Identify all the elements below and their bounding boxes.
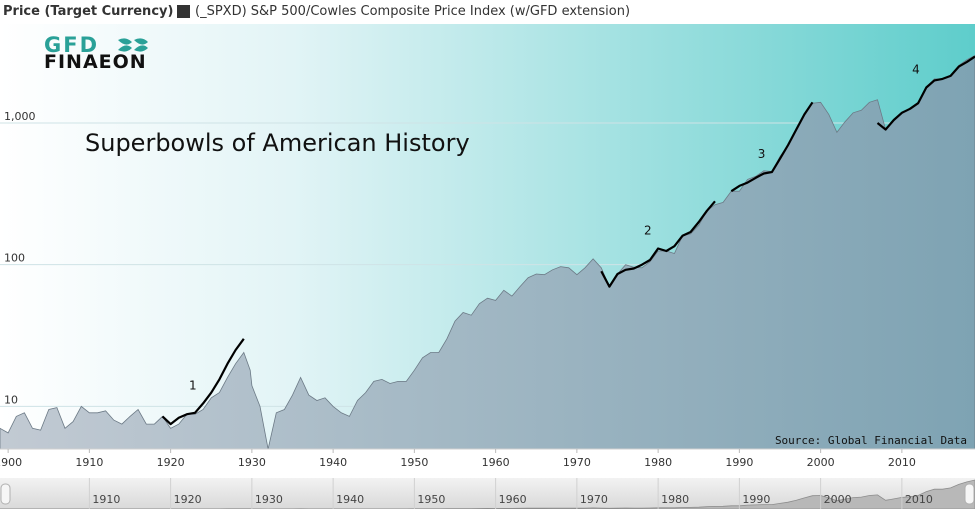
highlight-line-3 bbox=[730, 101, 814, 193]
navigator-tick-label: 1940 bbox=[336, 493, 364, 506]
price-area bbox=[0, 54, 975, 450]
navigator-tick-label: 1950 bbox=[417, 493, 445, 506]
x-tick-label: 2000 bbox=[807, 456, 835, 469]
logo-leaf-icon bbox=[118, 38, 148, 52]
x-tick-labels: 1900 1910 1920 1930 1940 1950 1960 1970 1980 1990… bbox=[0, 449, 916, 469]
navigator-tick-label: 1980 bbox=[661, 493, 689, 506]
highlight-label-4: 4 bbox=[912, 63, 920, 77]
navigator-tick-label: 1920 bbox=[174, 493, 202, 506]
highlight-line-1 bbox=[161, 338, 245, 426]
highlight-labels: 1 2 3 4 bbox=[189, 63, 920, 393]
navigator-tick-label: 1910 bbox=[92, 493, 120, 506]
navigator-tick-label: 2000 bbox=[824, 493, 852, 506]
logo-line1: GFD bbox=[44, 33, 99, 57]
y-tick-labels: 10 100 1,000 bbox=[4, 110, 36, 406]
x-tick-label: 1980 bbox=[644, 456, 672, 469]
logo-line2: FINAEON bbox=[44, 51, 147, 73]
x-tick-label: 1900 bbox=[0, 456, 22, 469]
x-tick-label: 1940 bbox=[319, 456, 347, 469]
highlight-label-3: 3 bbox=[758, 147, 766, 161]
x-tick-label: 1960 bbox=[482, 456, 510, 469]
navigator-tick-label: 1930 bbox=[255, 493, 283, 506]
x-tick-label: 1970 bbox=[563, 456, 591, 469]
chart-header: Price (Target Currency) (_SPXD) S&P 500/… bbox=[0, 0, 975, 24]
x-tick-label: 1910 bbox=[75, 456, 103, 469]
x-tick-label: 2010 bbox=[888, 456, 916, 469]
navigator-tick-label: 1970 bbox=[580, 493, 608, 506]
legend-series-label[interactable]: (_SPXD) S&P 500/Cowles Composite Price I… bbox=[195, 4, 631, 19]
highlight-label-1: 1 bbox=[189, 378, 197, 392]
navigator-tick-label: 1960 bbox=[499, 493, 527, 506]
navigator-tick-labels: 1910 1920 1930 1940 1950 1960 1970 1980 1990 2000… bbox=[88, 478, 933, 509]
x-tick-label: 1990 bbox=[725, 456, 753, 469]
x-tick-label: 1950 bbox=[400, 456, 428, 469]
navigator-handle-right[interactable] bbox=[964, 483, 975, 505]
highlight-line-4 bbox=[876, 55, 975, 131]
y-tick-label: 10 bbox=[4, 393, 18, 406]
highlight-label-2: 2 bbox=[644, 224, 652, 238]
x-tick-label: 1920 bbox=[157, 456, 185, 469]
legend-swatch[interactable] bbox=[177, 5, 190, 18]
navigator-tick-label: 2010 bbox=[905, 493, 933, 506]
highlight-line-2 bbox=[600, 200, 716, 288]
x-axis-band bbox=[0, 449, 975, 474]
source-note: Source: Global Financial Data bbox=[775, 434, 967, 447]
y-tick-label: 100 bbox=[4, 252, 25, 265]
highlight-segments bbox=[161, 55, 975, 426]
navigator-tick-label: 1990 bbox=[742, 493, 770, 506]
y-axis-title: Price (Target Currency) bbox=[3, 4, 174, 19]
chart-title: Superbowls of American History bbox=[85, 129, 470, 157]
navigator-handle-left[interactable] bbox=[0, 483, 11, 505]
y-tick-label: 1,000 bbox=[4, 110, 36, 123]
gfd-logo: GFD FINAEON bbox=[44, 33, 148, 73]
x-tick-label: 1930 bbox=[238, 456, 266, 469]
